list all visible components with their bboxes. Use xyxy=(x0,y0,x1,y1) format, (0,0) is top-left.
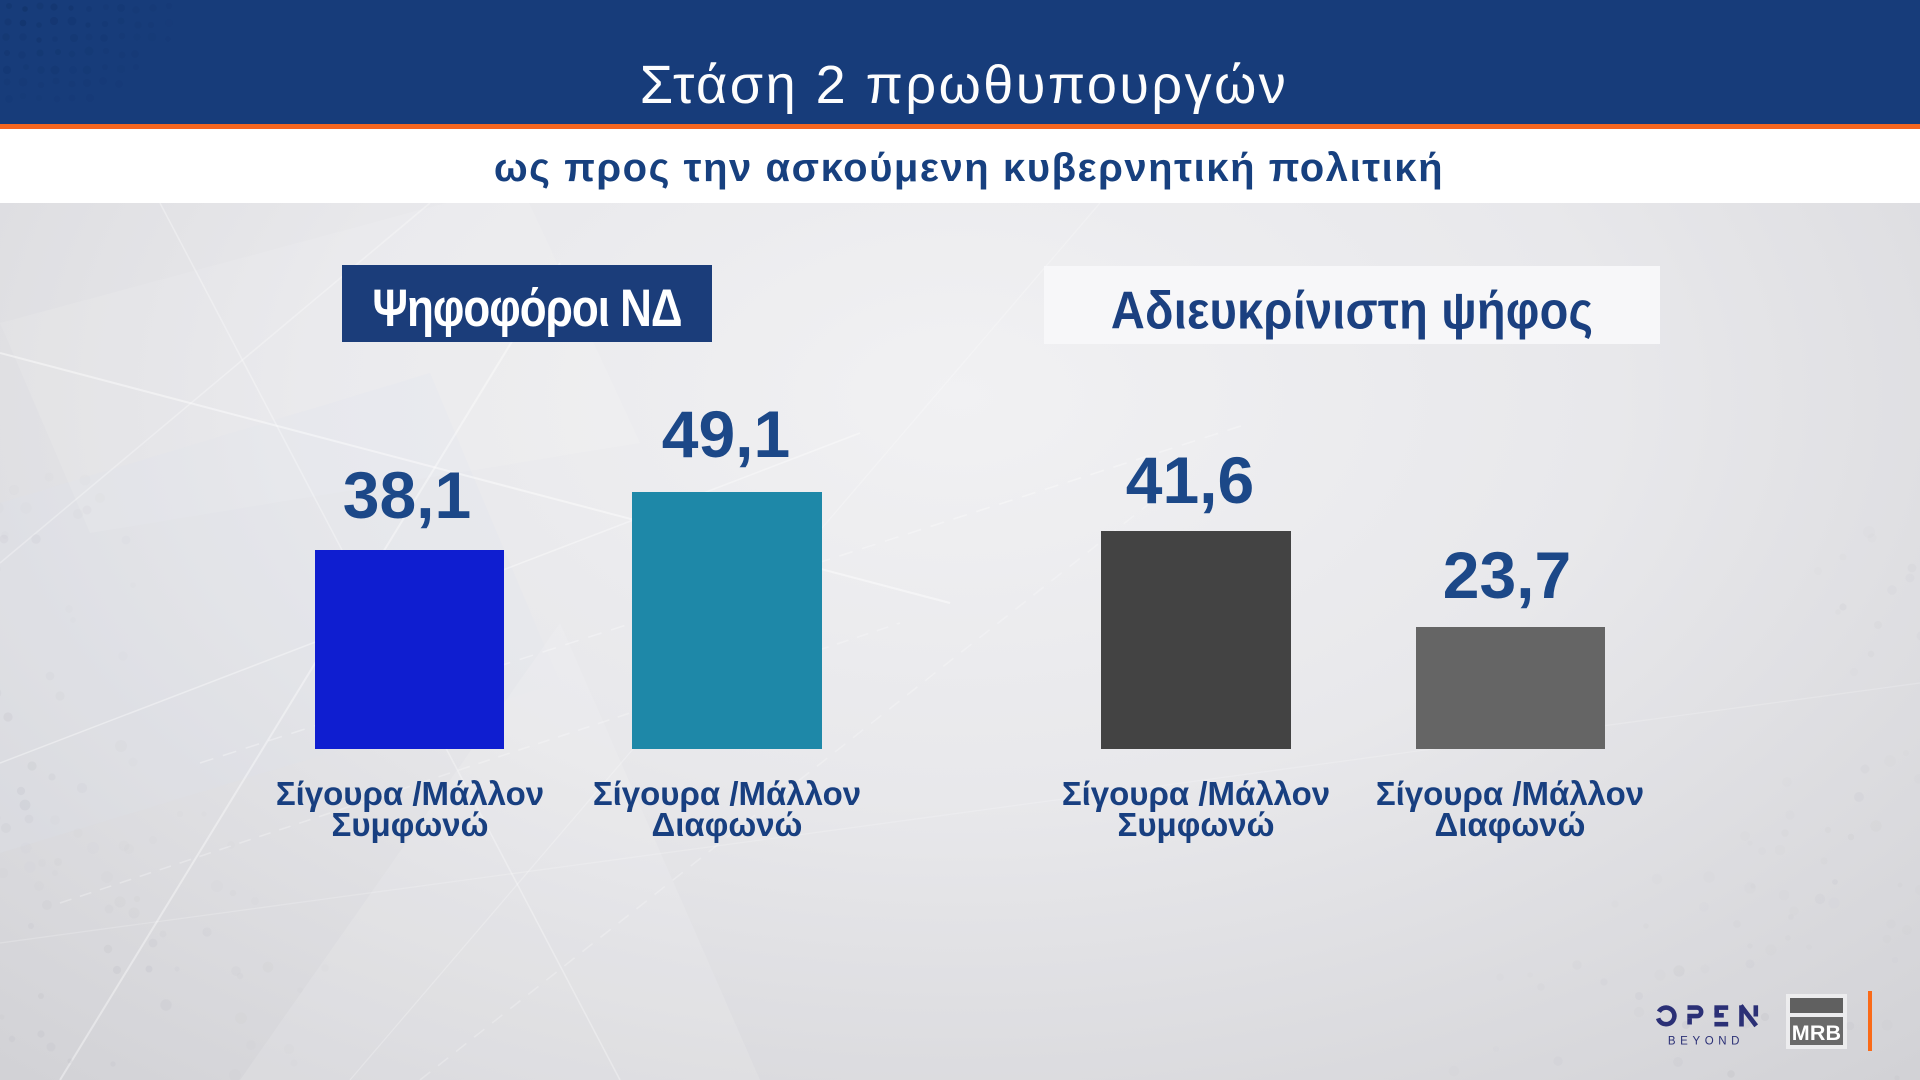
svg-text:BEYOND: BEYOND xyxy=(1668,1036,1744,1048)
